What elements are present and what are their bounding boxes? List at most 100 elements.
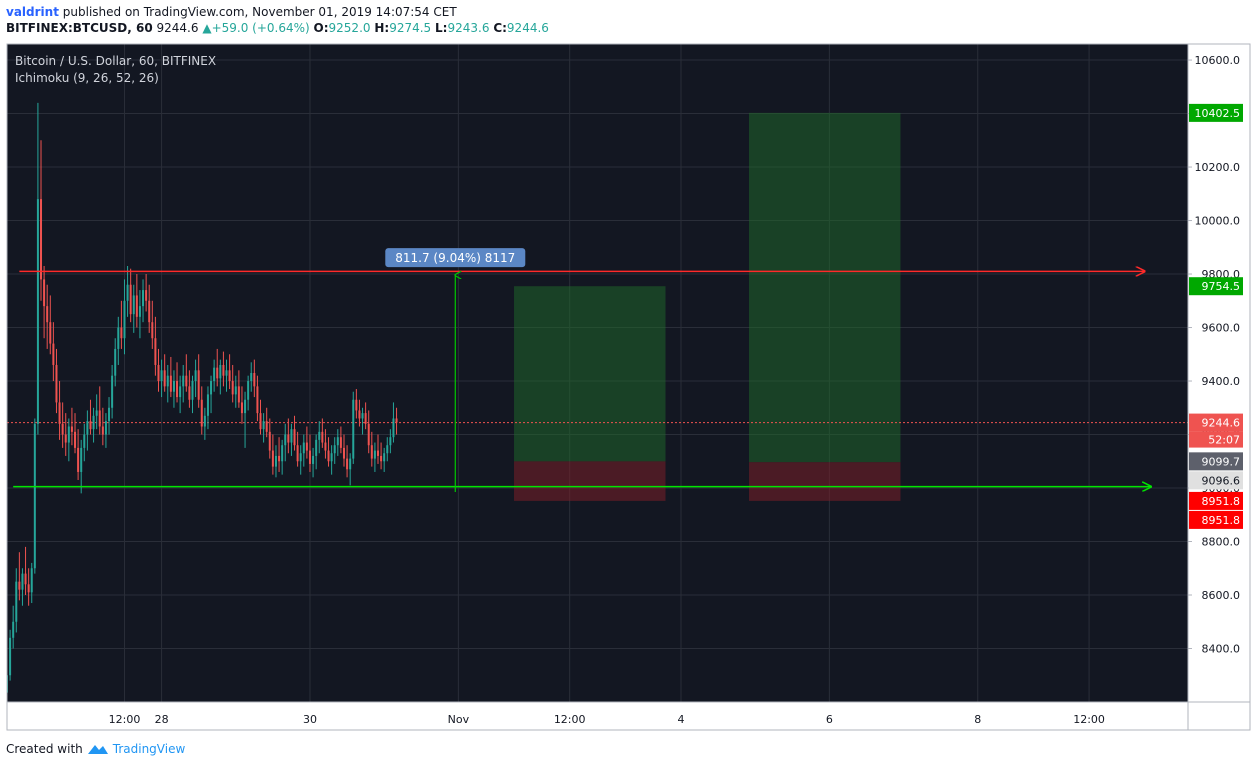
- candle-body: [104, 421, 107, 435]
- price-label-value: 10402.5: [1195, 107, 1241, 120]
- created-with-label: Created with: [6, 742, 83, 756]
- candle-body: [169, 375, 172, 392]
- candle-body: [27, 584, 30, 593]
- candle-body: [64, 434, 67, 443]
- candle-body: [237, 386, 240, 403]
- candles: [7, 102, 1188, 697]
- price-axis-background: [1188, 44, 1250, 702]
- indicator-label: Ichimoku (9, 26, 52, 26): [15, 71, 159, 85]
- candle-body: [308, 450, 311, 464]
- candle-body: [123, 300, 126, 339]
- candle-body: [182, 375, 185, 387]
- candle-body: [358, 410, 361, 419]
- candle-body: [120, 327, 123, 339]
- candle-body: [244, 399, 247, 414]
- price-tick-label: 8400.0: [1202, 643, 1241, 656]
- candle-body: [98, 410, 101, 427]
- candle-body: [191, 381, 194, 400]
- candle-body: [318, 431, 321, 440]
- candle-body: [67, 426, 70, 443]
- candle-body: [287, 434, 290, 443]
- candle-body: [342, 447, 345, 459]
- candle-body: [392, 418, 395, 438]
- time-tick-label: 8: [974, 713, 981, 726]
- candle-body: [7, 675, 9, 693]
- candle-body: [200, 399, 203, 427]
- candle-body: [355, 399, 358, 411]
- publish-line: valdrint published on TradingView.com, N…: [6, 4, 1246, 20]
- candle-body: [132, 295, 135, 315]
- candle-body: [92, 415, 95, 430]
- candle-body: [185, 375, 188, 387]
- candle-body: [250, 373, 253, 382]
- candle-body: [46, 306, 49, 323]
- drawings: 811.7 (9.04%) 8117: [13, 248, 1151, 493]
- candle-body: [101, 426, 104, 435]
- candle-body: [21, 573, 24, 590]
- candle-body: [176, 381, 179, 398]
- candle-body: [52, 343, 55, 365]
- price-tick-label: 10200.0: [1195, 161, 1241, 174]
- candle-body: [49, 322, 52, 344]
- candle-body: [352, 399, 355, 459]
- candle-body: [83, 434, 86, 448]
- candle-body: [293, 429, 296, 446]
- countdown-label: 52:07: [1208, 434, 1240, 447]
- candle-body: [299, 453, 302, 462]
- tradingview-brand[interactable]: TradingView: [112, 742, 186, 756]
- candle-body: [312, 455, 315, 464]
- footer: Created with TradingView: [6, 742, 185, 756]
- chart-title: Bitcoin / U.S. Dollar, 60, BITFINEX: [15, 54, 216, 68]
- candle-body: [61, 423, 64, 435]
- candle-body: [383, 453, 386, 462]
- candle-body: [18, 581, 21, 590]
- price-tick-label: 10000.0: [1195, 215, 1241, 228]
- candle-body: [151, 322, 154, 339]
- high-value: 9274.5: [389, 21, 432, 35]
- candle-body: [284, 434, 287, 446]
- candle-body: [117, 327, 120, 349]
- candle-body: [216, 367, 219, 379]
- candle-body: [247, 381, 250, 400]
- candle-body: [179, 386, 182, 398]
- candle-body: [80, 447, 83, 472]
- price-label-value: 9244.6: [1202, 417, 1241, 430]
- candle-body: [346, 458, 349, 470]
- price-label-tag: [1189, 103, 1243, 122]
- tradingview-logo-icon: [87, 745, 108, 754]
- candle-body: [55, 364, 58, 403]
- candle-body: [278, 455, 281, 462]
- author-name[interactable]: valdrint: [6, 5, 59, 19]
- candle-body: [219, 364, 222, 379]
- price-tick-label: 9600.0: [1202, 322, 1241, 335]
- candle-body: [108, 407, 111, 422]
- candle-body: [336, 437, 339, 446]
- price-tick-label: 8800.0: [1202, 536, 1241, 549]
- price-tick-label: 10600.0: [1195, 54, 1241, 67]
- candle-body: [89, 421, 92, 430]
- price-label-tag: [1189, 413, 1243, 432]
- stop-loss-zone: [514, 461, 666, 501]
- candle-body: [296, 445, 299, 462]
- candle-body: [231, 381, 234, 395]
- candle-body: [305, 442, 308, 451]
- candle-body: [281, 445, 284, 462]
- open-label: O:: [313, 21, 329, 35]
- chart-border: [6, 43, 1251, 731]
- candle-body: [222, 364, 225, 376]
- measure-label: 811.7 (9.04%) 8117: [395, 251, 515, 265]
- price-label-tag: [1189, 491, 1243, 510]
- time-tick-label: 28: [155, 713, 169, 726]
- candle-body: [36, 199, 39, 424]
- candle-body: [163, 370, 166, 387]
- candle-body: [262, 421, 265, 430]
- candle-body: [330, 453, 333, 462]
- time-tick-label: 12:00: [1073, 713, 1105, 726]
- candle-body: [160, 370, 163, 382]
- candle-body: [74, 431, 77, 448]
- chart-header: valdrint published on TradingView.com, N…: [6, 4, 1246, 36]
- candle-body: [370, 445, 373, 459]
- candle-body: [364, 413, 367, 424]
- high-label: H:: [374, 21, 390, 35]
